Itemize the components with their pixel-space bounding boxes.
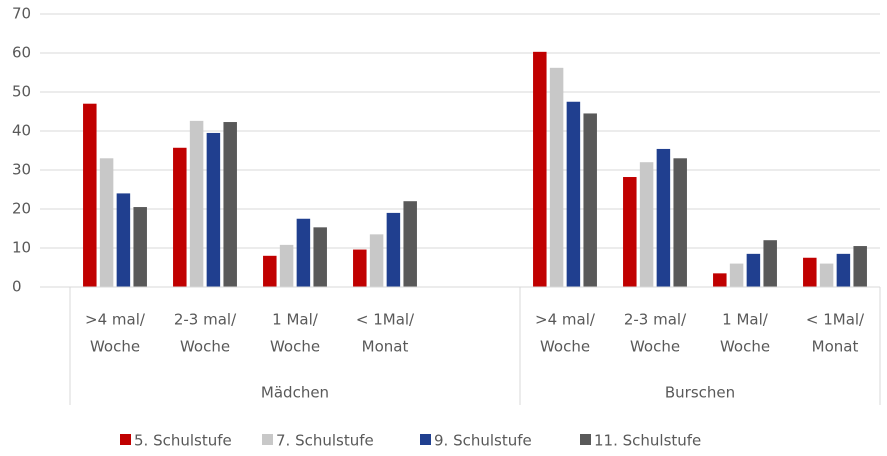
- bar: [279, 244, 294, 287]
- bar: [656, 148, 671, 287]
- x-tick-label: Woche: [540, 338, 590, 356]
- bar: [639, 162, 654, 287]
- legend-swatch: [420, 434, 431, 445]
- legend-label: 9. Schulstufe: [434, 432, 532, 450]
- bar: [623, 177, 637, 287]
- bar: [403, 201, 417, 287]
- x-tick-label: Woche: [180, 338, 230, 356]
- bar: [223, 122, 237, 287]
- bar: [369, 234, 384, 287]
- legend-label: 11. Schulstufe: [594, 432, 701, 450]
- legend-swatch: [120, 434, 131, 445]
- y-tick-label: 20: [12, 200, 31, 218]
- bar: [353, 249, 367, 287]
- x-tick-label: 2-3 mal/: [174, 311, 237, 329]
- x-tick-label: < 1Mal/: [356, 311, 415, 329]
- y-tick-label: 70: [12, 5, 31, 23]
- y-tick-label: 40: [12, 122, 31, 140]
- legend-swatch: [262, 434, 273, 445]
- y-tick-label: 10: [12, 239, 31, 257]
- bar: [549, 67, 564, 287]
- y-tick-label: 50: [12, 83, 31, 101]
- bar: [263, 255, 277, 287]
- bar: [729, 263, 744, 287]
- bar: [533, 51, 547, 287]
- bar: [583, 113, 597, 287]
- bar: [133, 207, 147, 287]
- bar: [819, 263, 834, 287]
- x-tick-label: Woche: [720, 338, 770, 356]
- bar: [189, 120, 204, 287]
- bar: [173, 147, 187, 287]
- bar: [99, 158, 114, 287]
- bar: [803, 257, 817, 287]
- y-tick-label: 0: [12, 278, 22, 296]
- x-tick-label: >4 mal/: [85, 311, 146, 329]
- group-label: Burschen: [665, 384, 735, 402]
- bar: [116, 193, 131, 287]
- x-tick-label: Monat: [812, 338, 859, 356]
- legend-label: 7. Schulstufe: [276, 432, 374, 450]
- bar: [313, 227, 327, 287]
- legend-label: 5. Schulstufe: [134, 432, 232, 450]
- bar: [296, 218, 311, 287]
- x-tick-label: 1 Mal/: [272, 311, 319, 329]
- bar: [746, 253, 761, 287]
- x-tick-label: Monat: [362, 338, 409, 356]
- x-tick-label: Woche: [270, 338, 320, 356]
- legend-swatch: [580, 434, 591, 445]
- bar: [206, 132, 221, 287]
- bar: [836, 253, 851, 287]
- x-tick-label: 1 Mal/: [722, 311, 769, 329]
- y-tick-label: 60: [12, 44, 31, 62]
- group-label: Mädchen: [261, 384, 329, 402]
- bar: [386, 212, 401, 287]
- x-tick-label: Woche: [630, 338, 680, 356]
- bar: [83, 103, 97, 287]
- x-tick-label: Woche: [90, 338, 140, 356]
- x-tick-label: >4 mal/: [535, 311, 596, 329]
- x-tick-label: < 1Mal/: [806, 311, 865, 329]
- bar: [763, 240, 777, 287]
- y-tick-label: 30: [12, 161, 31, 179]
- x-tick-label: 2-3 mal/: [624, 311, 687, 329]
- bar: [713, 273, 727, 287]
- bar: [566, 101, 581, 287]
- bar: [853, 246, 867, 287]
- bar: [673, 158, 687, 287]
